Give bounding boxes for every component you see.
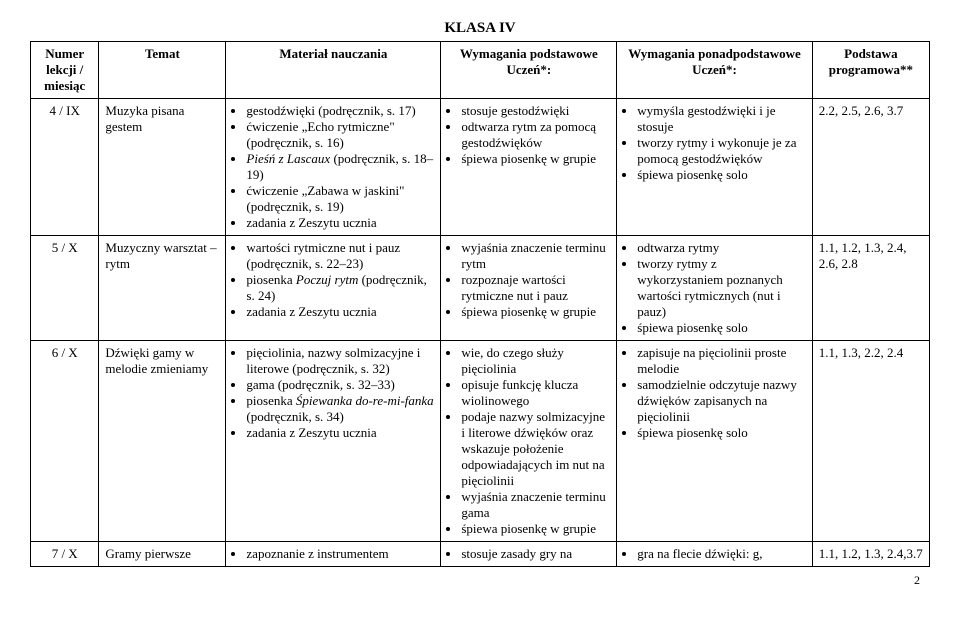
text: piosenka [246,272,295,287]
page-title: KLASA IV [30,20,930,37]
cell-basic: wyjaśnia znaczenie terminu rytm rozpozna… [441,236,617,341]
list-item: zapisuje na pięciolinii proste melodie [637,345,805,377]
table-row: 5 / X Muzyczny warsztat – rytm wartości … [31,236,930,341]
list-item: stosuje gestodźwięki [461,103,610,119]
page-number: 2 [30,573,930,588]
header-row: Numer lekcji / miesiąc Temat Materiał na… [31,42,930,99]
text: piosenka [246,393,295,408]
cell-extended: wymyśla gestodźwięki i je stosuje tworzy… [617,99,812,236]
cell-topic: Gramy pierwsze [99,542,226,567]
h4a: Wymagania podstawowe [460,46,598,61]
col-standard: Podstawa programowa** [812,42,929,99]
list-item: ćwiczenie „Echo rytmiczne" (podręcznik, … [246,119,434,151]
list-item: gestodźwięki (podręcznik, s. 17) [246,103,434,119]
list-item: śpiewa piosenkę w grupie [461,151,610,167]
list-item: wyjaśnia znaczenie terminu rytm [461,240,610,272]
table-row: 6 / X Dźwięki gamy w melodie zmieniamy p… [31,341,930,542]
cell-num: 5 / X [31,236,99,341]
cell-standard: 1.1, 1.2, 1.3, 2.4,3.7 [812,542,929,567]
cell-material: zapoznanie z instrumentem [226,542,441,567]
list-item: zadania z Zeszytu ucznia [246,304,434,320]
italic: Poczuj rytm [296,272,358,287]
col-num: Numer lekcji / miesiąc [31,42,99,99]
cell-material: pięciolinia, nazwy solmizacyjne i litero… [226,341,441,542]
list-item: zadania z Zeszytu ucznia [246,425,434,441]
list-item: tworzy rytmy i wykonuje je za pomocą ges… [637,135,805,167]
cell-topic: Dźwięki gamy w melodie zmieniamy [99,341,226,542]
curriculum-table: Numer lekcji / miesiąc Temat Materiał na… [30,41,930,567]
text: (podręcznik, s. 34) [246,409,343,424]
cell-topic: Muzyka pisana gestem [99,99,226,236]
list-item: zadania z Zeszytu ucznia [246,215,434,231]
cell-basic: stosuje zasady gry na [441,542,617,567]
cell-num: 4 / IX [31,99,99,236]
cell-material: wartości rytmiczne nut i pauz (podręczni… [226,236,441,341]
col-basic: Wymagania podstawowe Uczeń*: [441,42,617,99]
cell-basic: stosuje gestodźwięki odtwarza rytm za po… [441,99,617,236]
table-row: 7 / X Gramy pierwsze zapoznanie z instru… [31,542,930,567]
h4b: Uczeń*: [506,62,551,77]
list-item: samodzielnie odczytuje nazwy dźwięków za… [637,377,805,425]
list-item: piosenka Poczuj rytm (podręcznik, s. 24) [246,272,434,304]
italic: Pieśń z Lascaux [246,151,330,166]
cell-num: 7 / X [31,542,99,567]
cell-standard: 2.2, 2.5, 2.6, 3.7 [812,99,929,236]
list-item: wymyśla gestodźwięki i je stosuje [637,103,805,135]
cell-standard: 1.1, 1.2, 1.3, 2.4, 2.6, 2.8 [812,236,929,341]
table-row: 4 / IX Muzyka pisana gestem gestodźwięki… [31,99,930,236]
col-extended: Wymagania ponadpodstawowe Uczeń*: [617,42,812,99]
h5b: Uczeń*: [692,62,737,77]
list-item: gama (podręcznik, s. 32–33) [246,377,434,393]
list-item: odtwarza rytmy [637,240,805,256]
list-item: opisuje funkcję klucza wiolinowego [461,377,610,409]
list-item: śpiewa piosenkę w grupie [461,304,610,320]
cell-extended: gra na flecie dźwięki: g, [617,542,812,567]
list-item: wyjaśnia znaczenie terminu gama [461,489,610,521]
list-item: piosenka Śpiewanka do-re-mi-fanka (podrę… [246,393,434,425]
list-item: wartości rytmiczne nut i pauz (podręczni… [246,240,434,272]
list-item: ćwiczenie „Zabawa w jaskini" (podręcznik… [246,183,434,215]
list-item: wie, do czego służy pięciolinia [461,345,610,377]
list-item: gra na flecie dźwięki: g, [637,546,805,562]
list-item: stosuje zasady gry na [461,546,610,562]
cell-topic: Muzyczny warsztat – rytm [99,236,226,341]
list-item: Pieśń z Lascaux (podręcznik, s. 18–19) [246,151,434,183]
list-item: śpiewa piosenkę solo [637,320,805,336]
list-item: rozpoznaje wartości rytmiczne nut i pauz [461,272,610,304]
col-material: Materiał nauczania [226,42,441,99]
list-item: podaje nazwy solmizacyjne i literowe dźw… [461,409,610,489]
cell-num: 6 / X [31,341,99,542]
list-item: śpiewa piosenkę solo [637,425,805,441]
col-topic: Temat [99,42,226,99]
list-item: śpiewa piosenkę solo [637,167,805,183]
list-item: zapoznanie z instrumentem [246,546,434,562]
cell-standard: 1.1, 1.3, 2.2, 2.4 [812,341,929,542]
h5a: Wymagania ponadpodstawowe [628,46,801,61]
cell-extended: zapisuje na pięciolinii proste melodie s… [617,341,812,542]
list-item: śpiewa piosenkę w grupie [461,521,610,537]
cell-extended: odtwarza rytmy tworzy rytmy z wykorzysta… [617,236,812,341]
cell-material: gestodźwięki (podręcznik, s. 17) ćwiczen… [226,99,441,236]
list-item: odtwarza rytm za pomocą gestodźwięków [461,119,610,151]
cell-basic: wie, do czego służy pięciolinia opisuje … [441,341,617,542]
italic: Śpiewanka do-re-mi-fanka [296,393,434,408]
list-item: tworzy rytmy z wykorzystaniem poznanych … [637,256,805,320]
list-item: pięciolinia, nazwy solmizacyjne i litero… [246,345,434,377]
